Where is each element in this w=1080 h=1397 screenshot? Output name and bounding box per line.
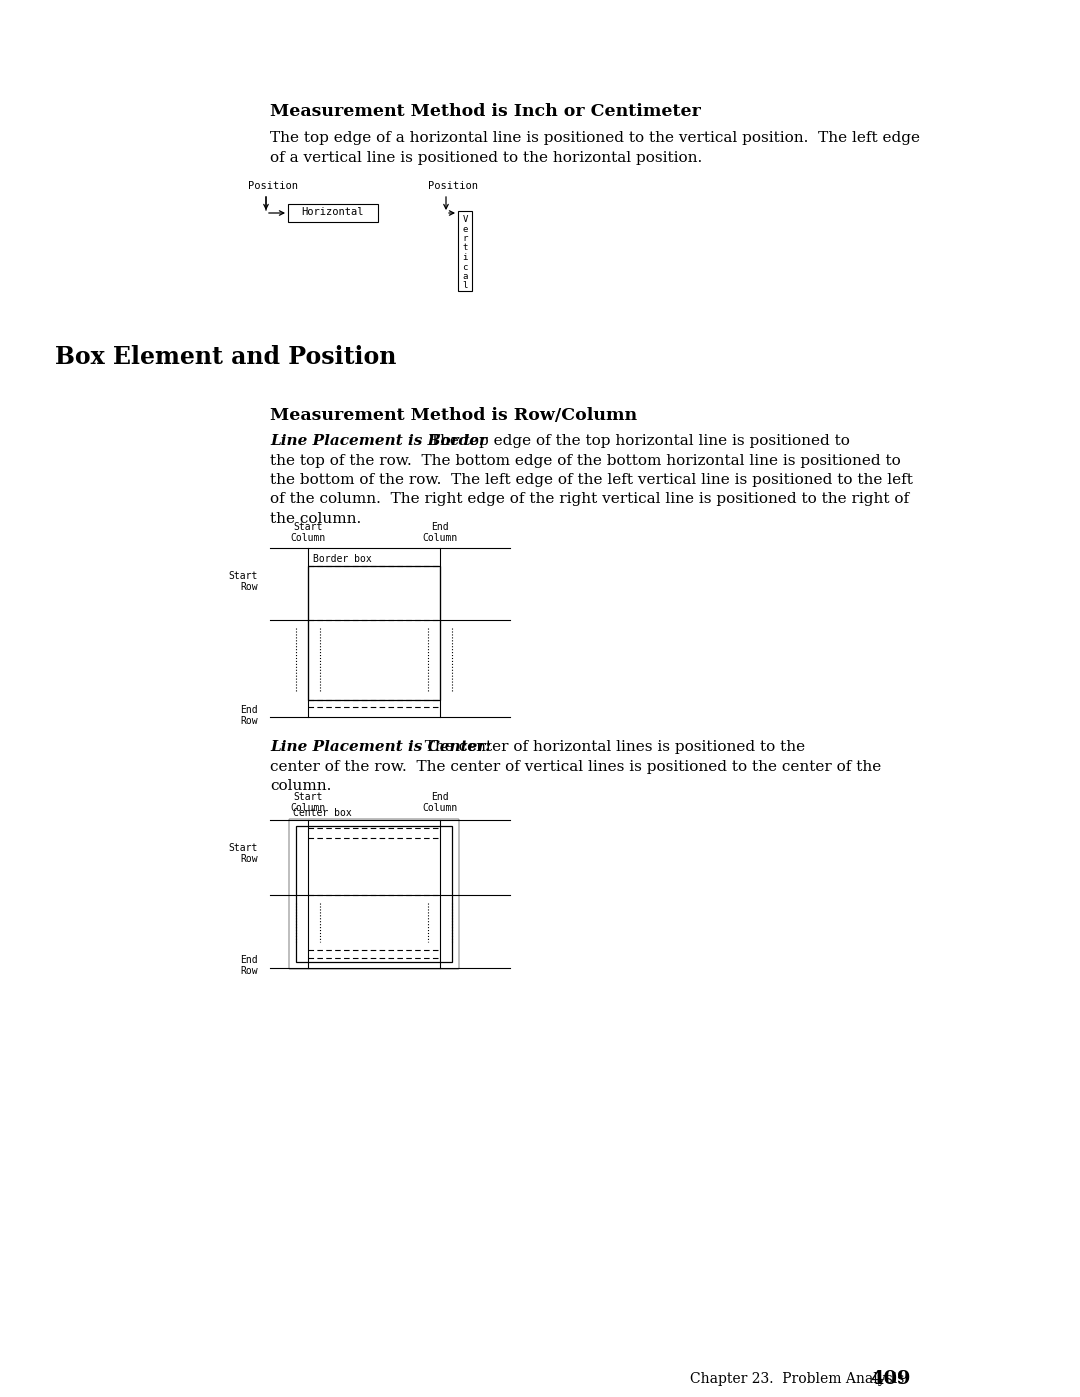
Text: The center of horizontal lines is positioned to the: The center of horizontal lines is positi… xyxy=(415,740,805,754)
Bar xyxy=(308,566,440,700)
Text: c: c xyxy=(462,263,468,271)
Text: e: e xyxy=(462,225,468,233)
Text: of the column.  The right edge of the right vertical line is positioned to the r: of the column. The right edge of the rig… xyxy=(270,493,909,507)
Text: the bottom of the row.  The left edge of the left vertical line is positioned to: the bottom of the row. The left edge of … xyxy=(270,474,913,488)
Text: V: V xyxy=(462,215,468,224)
Text: Start
Row: Start Row xyxy=(229,571,258,592)
Text: Chapter 23.  Problem Analysis: Chapter 23. Problem Analysis xyxy=(690,1372,904,1386)
Text: Line Placement is Border: Line Placement is Border xyxy=(270,434,487,448)
Text: i: i xyxy=(462,253,468,263)
Text: Start
Row: Start Row xyxy=(229,842,258,863)
Text: Measurement Method is Inch or Centimeter: Measurement Method is Inch or Centimeter xyxy=(270,103,701,120)
Text: End
Column: End Column xyxy=(422,522,458,543)
Text: Position: Position xyxy=(428,182,478,191)
Text: End
Row: End Row xyxy=(241,956,258,975)
Text: of a vertical line is positioned to the horizontal position.: of a vertical line is positioned to the … xyxy=(270,151,702,165)
Text: Line Placement is Center:: Line Placement is Center: xyxy=(270,740,491,754)
Text: t: t xyxy=(462,243,468,253)
Text: End
Column: End Column xyxy=(422,792,458,813)
Text: Position: Position xyxy=(248,182,298,191)
FancyBboxPatch shape xyxy=(289,819,459,970)
Text: center of the row.  The center of vertical lines is positioned to the center of : center of the row. The center of vertica… xyxy=(270,760,881,774)
Text: The top edge of a horizontal line is positioned to the vertical position.  The l: The top edge of a horizontal line is pos… xyxy=(270,131,920,145)
Bar xyxy=(288,204,378,222)
Text: l: l xyxy=(462,282,468,291)
Text: the column.: the column. xyxy=(270,511,361,527)
Text: End
Row: End Row xyxy=(241,705,258,726)
Text: r: r xyxy=(462,235,468,243)
Text: 409: 409 xyxy=(870,1370,910,1389)
Text: Border box: Border box xyxy=(313,555,372,564)
Text: the top of the row.  The bottom edge of the bottom horizontal line is positioned: the top of the row. The bottom edge of t… xyxy=(270,454,901,468)
Text: The top edge of the top horizontal line is positioned to: The top edge of the top horizontal line … xyxy=(426,434,850,448)
Text: Box Element and Position: Box Element and Position xyxy=(55,345,396,369)
Text: Horizontal: Horizontal xyxy=(301,207,364,217)
Text: Measurement Method is Row/Column: Measurement Method is Row/Column xyxy=(270,407,637,425)
Bar xyxy=(296,826,453,963)
Text: Center box: Center box xyxy=(293,807,352,819)
Text: column.: column. xyxy=(270,780,332,793)
Text: a: a xyxy=(462,272,468,281)
Text: Start
Column: Start Column xyxy=(291,522,326,543)
Bar xyxy=(458,211,472,291)
Text: Start
Column: Start Column xyxy=(291,792,326,813)
